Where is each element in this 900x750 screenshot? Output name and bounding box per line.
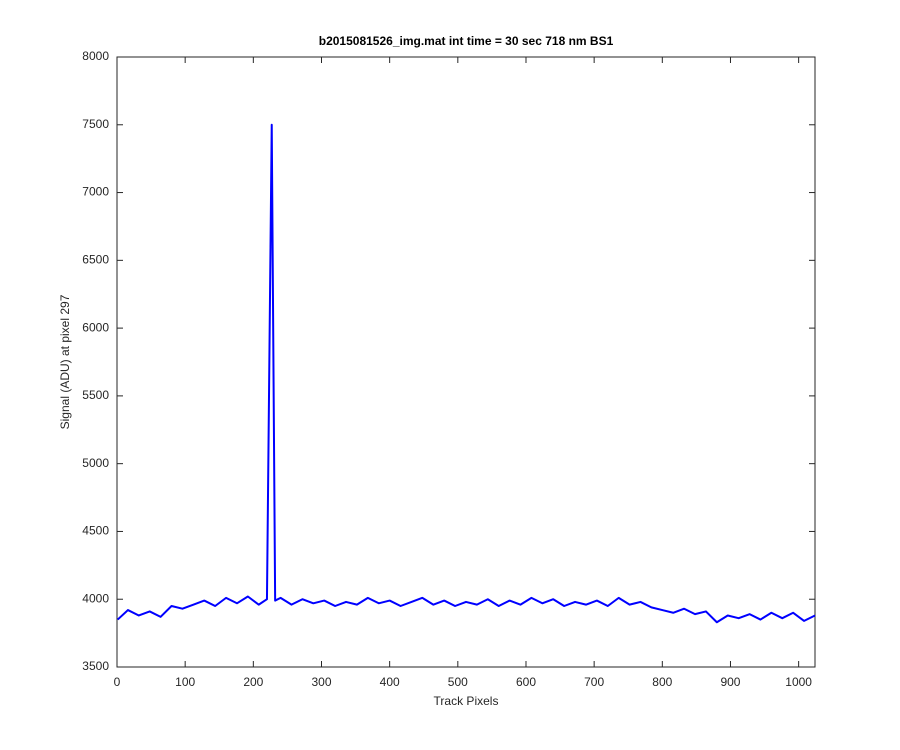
x-tick-label: 0 [114, 675, 121, 689]
y-tick-label: 5500 [82, 388, 109, 402]
plot-area [116, 56, 816, 668]
y-tick-label: 4500 [82, 524, 109, 538]
y-tick-label: 6500 [82, 253, 109, 267]
chart-title: b2015081526_img.mat int time = 30 sec 71… [319, 34, 614, 48]
y-axis-label: Signal (ADU) at pixel 297 [58, 294, 72, 429]
x-tick-label: 400 [380, 675, 400, 689]
x-axis-label: Track Pixels [434, 694, 499, 708]
y-tick-label: 8000 [82, 49, 109, 63]
y-tick-label: 5000 [82, 456, 109, 470]
y-tick-label: 7500 [82, 117, 109, 131]
x-tick-label: 1000 [785, 675, 812, 689]
x-tick-label: 500 [448, 675, 468, 689]
y-tick-label: 4000 [82, 591, 109, 605]
x-tick-label: 300 [311, 675, 331, 689]
x-tick-label: 600 [516, 675, 536, 689]
x-tick-label: 200 [243, 675, 263, 689]
y-tick-label: 3500 [82, 659, 109, 673]
x-tick-label: 700 [584, 675, 604, 689]
x-tick-label: 900 [720, 675, 740, 689]
x-tick-label: 100 [175, 675, 195, 689]
y-tick-label: 7000 [82, 185, 109, 199]
x-tick-label: 800 [652, 675, 672, 689]
y-tick-label: 6000 [82, 320, 109, 334]
data-line [116, 123, 816, 624]
